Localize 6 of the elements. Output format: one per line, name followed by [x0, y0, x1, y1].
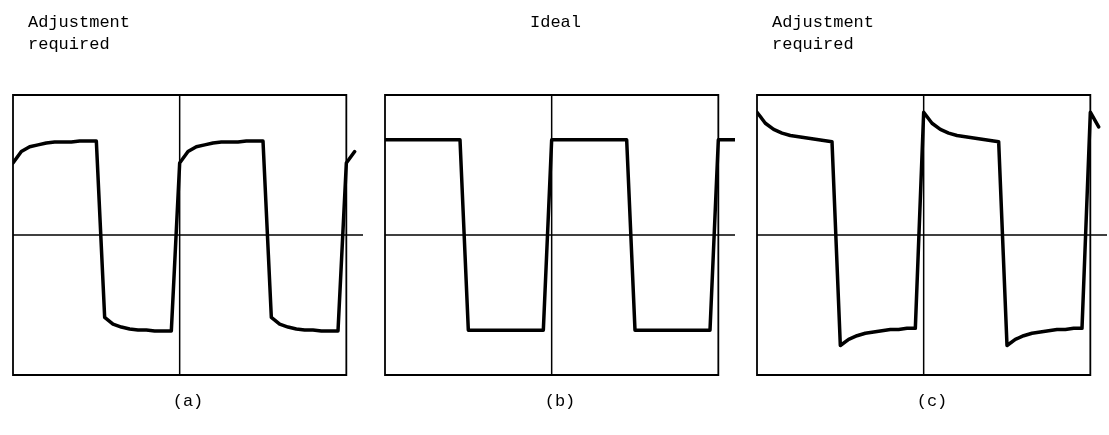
chart-title: Ideal — [529, 12, 582, 34]
chart-title: Adjustment required — [27, 12, 132, 56]
x-axis-title: (c) — [915, 391, 949, 413]
x-axis-title: (b) — [543, 391, 577, 413]
chart-title: Adjustment required — [771, 12, 876, 56]
x-axis-title: (a) — [171, 391, 205, 413]
